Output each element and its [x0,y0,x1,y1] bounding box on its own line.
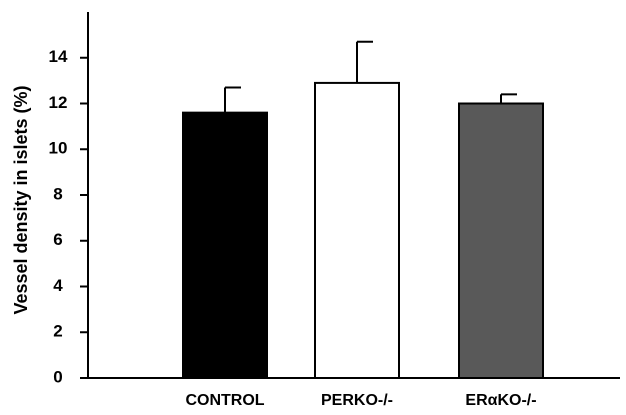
y-tick-label: 6 [53,230,62,249]
category-label: ERαKO-/- [465,392,536,409]
category-label: CONTROL [185,392,264,409]
y-axis-title: Vessel density in islets (%) [11,85,31,314]
axes: 0 2 4 6 8 10 12 14 [49,12,620,386]
y-tick-label: 10 [49,139,68,158]
y-tick-label: 8 [53,184,62,203]
category-labels: CONTROL PERKO-/- ERαKO-/- [185,392,536,409]
bar [182,111,268,380]
bars [182,40,544,380]
y-tick-label: 4 [53,276,63,295]
y-tick-label: 2 [53,322,62,341]
y-tick-label: 14 [49,47,68,66]
bar [314,81,400,379]
y-tick-label: 12 [49,93,68,112]
category-label: PERKO-/- [321,392,393,409]
bar [458,102,544,379]
y-tick-label: 0 [53,367,62,386]
